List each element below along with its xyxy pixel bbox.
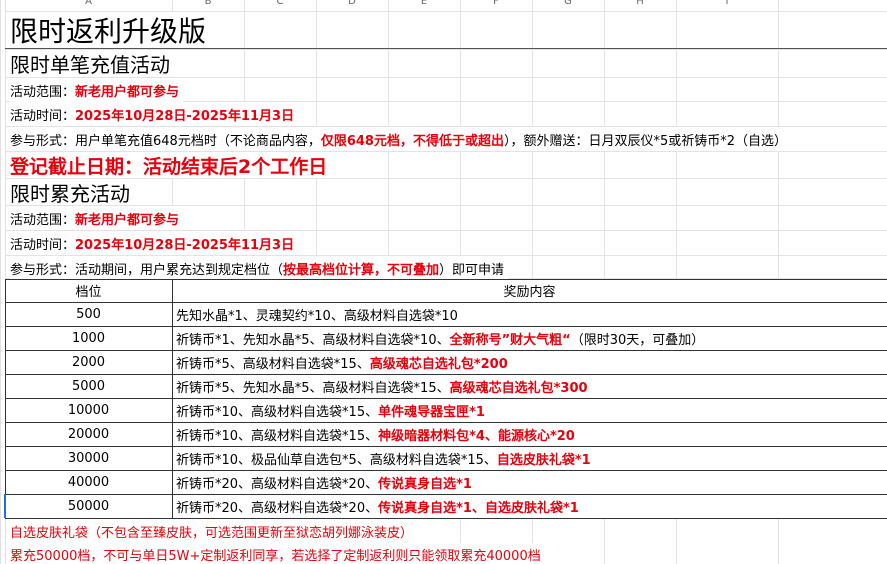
reward: 祈铸币*10、高级材料自选袋*15、 神级暗器材料包*4、能源核心*20 [176,422,575,446]
text-run: 全新称号”财大气粗“ [449,332,571,348]
cell-cursor [4,494,6,518]
text-run: 活动时间： [10,237,76,253]
column-header: C [276,0,284,7]
text-run: 仅限648元档，不得低于或超出 [320,133,504,149]
grid-line [5,77,887,78]
table-border [5,518,887,519]
text-run: 参与形式：用户单笔充值648元档时（不论商品内容， [10,133,321,149]
column-header: G [564,0,572,7]
text-run: 单件魂导器宝匣*1 [378,404,485,420]
text-run: 祈铸币*20、高级材料自选袋*20、 [176,476,379,492]
table-border [5,446,887,447]
reward: 先知水晶*1、灵魂契约*10、高级材料自选袋*10 [176,302,458,326]
section-heading: 限时累充活动 [10,179,134,205]
column-header: F [493,0,499,7]
text-run: （限时30天，可叠加） [570,332,705,348]
text-run: 自选皮肤礼袋*1 [496,452,591,468]
grid-line [5,151,887,152]
reward: 祈铸币*20、高级材料自选袋*20、 传说真身自选*1、自选皮肤礼袋*1 [176,494,579,518]
text-run: 新老用户都可参与 [75,212,180,228]
info-line: 参与形式：用户单笔充值648元档时（不论商品内容， 仅限648元档，不得低于或超出… [10,127,792,151]
grid-line [5,101,887,102]
tier: 10000 [67,402,110,418]
tier: 5000 [71,378,106,394]
text-run: 活动范围： [10,84,76,100]
text-run: 参与形式：活动期间，用户累充达到规定档位（ [10,262,284,278]
grid-line [5,126,887,127]
info-line: 活动范围： 新老用户都可参与 [10,78,184,102]
table-border [5,279,6,518]
header-separator [5,48,887,49]
text-run: 按最高档位计算，不可叠加 [283,262,440,278]
tier: 500 [76,306,101,322]
grid-line [5,205,887,206]
text-run: 传说真身自选*1 [378,476,472,492]
text-run: 先知水晶*1、灵魂契约*10、高级材料自选袋*10 [176,308,458,324]
column-header: B [204,0,212,7]
table-border [5,302,887,303]
reward: 祈铸币*10、极品仙草自选包*5、高级材料自选袋*15、 自选皮肤礼袋*1 [176,446,591,470]
text-run: 新老用户都可参与 [75,84,180,100]
text-run: 祈铸币*10、极品仙草自选包*5、高级材料自选袋*15、 [176,452,497,468]
text-run: 祈铸币*10、高级材料自选袋*15、 [176,404,379,420]
text-run: 高级魂芯自选礼包*200 [369,356,508,372]
table-border [5,326,887,327]
table-border [5,494,887,495]
info-line: 活动范围： 新老用户都可参与 [10,206,184,230]
grid-line [5,255,887,256]
reward: 祈铸币*5、高级材料自选袋*15、 高级魂芯自选礼包*200 [176,350,508,374]
grid-line [5,178,887,179]
tier: 2000 [71,354,106,370]
table-header: 奖励内容 [503,285,556,300]
text-run: 高级魂芯自选礼包*300 [449,380,588,396]
table-border [5,279,887,280]
info-line: 活动时间： 2025年10月28日-2025年11月3日 [10,102,299,126]
table-border [5,398,887,399]
grid-line [5,230,887,231]
reward: 祈铸币*5、先知水晶*5、高级材料自选袋*15、 高级魂芯自选礼包*300 [176,374,588,398]
section-heading: 限时单笔充值活动 [10,50,174,76]
table-border [5,374,887,375]
reward: 祈铸币*1、先知水晶*5、高级材料自选袋*10、 全新称号”财大气粗“ （限时30天… [176,326,704,350]
text-run: 2025年10月28日-2025年11月3日 [75,108,295,124]
text-run: ），额外赠送：日月双辰仪*5或祈铸币*2（自选） [503,133,788,149]
column-header: H [636,0,644,7]
text-run: 祈铸币*5、先知水晶*5、高级材料自选袋*15、 [176,380,450,396]
tier: 40000 [67,474,110,490]
text-run: 祈铸币*10、高级材料自选袋*15、 [176,428,379,444]
tier: 1000 [71,330,106,346]
column-header: I [725,0,729,7]
table-border [5,350,887,351]
text-run: 神级暗器材料包*4、能源核心*20 [378,428,575,444]
text-run: 祈铸币*20、高级材料自选袋*20、 [176,500,379,516]
text-run: ）即可申请 [439,262,505,278]
text-run: 活动时间： [10,108,76,124]
table-border [172,279,173,518]
text-run: 传说真身自选*1、自选皮肤礼袋*1 [378,500,579,516]
deadline: 登记截止日期：活动结束后2个工作日 [10,152,332,178]
grid-line [5,49,887,50]
column-header: A [85,0,92,7]
text-run: 活动范围： [10,212,76,228]
tier: 30000 [67,450,110,466]
text-run: 2025年10月28日-2025年11月3日 [75,237,295,253]
note: 累充50000档，不可与单日5W+定制返利同享，若选择了定制返利则只能领取累充4… [10,543,545,564]
note: 自选皮肤礼袋（不包含至臻皮肤，可选范围更新至狱恋胡列娜泳装皮） [10,520,418,542]
table-border [5,422,887,423]
column-header: E [420,0,428,7]
title: 限时返利升级版 [10,12,211,48]
tier: 50000 [67,498,110,514]
column-header: D [348,0,356,7]
info-line: 活动时间： 2025年10月28日-2025年11月3日 [10,231,299,255]
text-run: 祈铸币*1、先知水晶*5、高级材料自选袋*10、 [176,332,450,348]
info-line: 参与形式：活动期间，用户累充达到规定档位（ 按最高档位计算，不可叠加 ）即可申请 [10,256,509,280]
reward: 祈铸币*10、高级材料自选袋*15、 单件魂导器宝匣*1 [176,398,485,422]
grid-line [5,11,887,12]
table-header: 档位 [75,285,102,300]
tier: 20000 [67,426,110,442]
table-border [5,470,887,471]
reward: 祈铸币*20、高级材料自选袋*20、 传说真身自选*1 [176,470,472,494]
text-run: 祈铸币*5、高级材料自选袋*15、 [176,356,370,372]
